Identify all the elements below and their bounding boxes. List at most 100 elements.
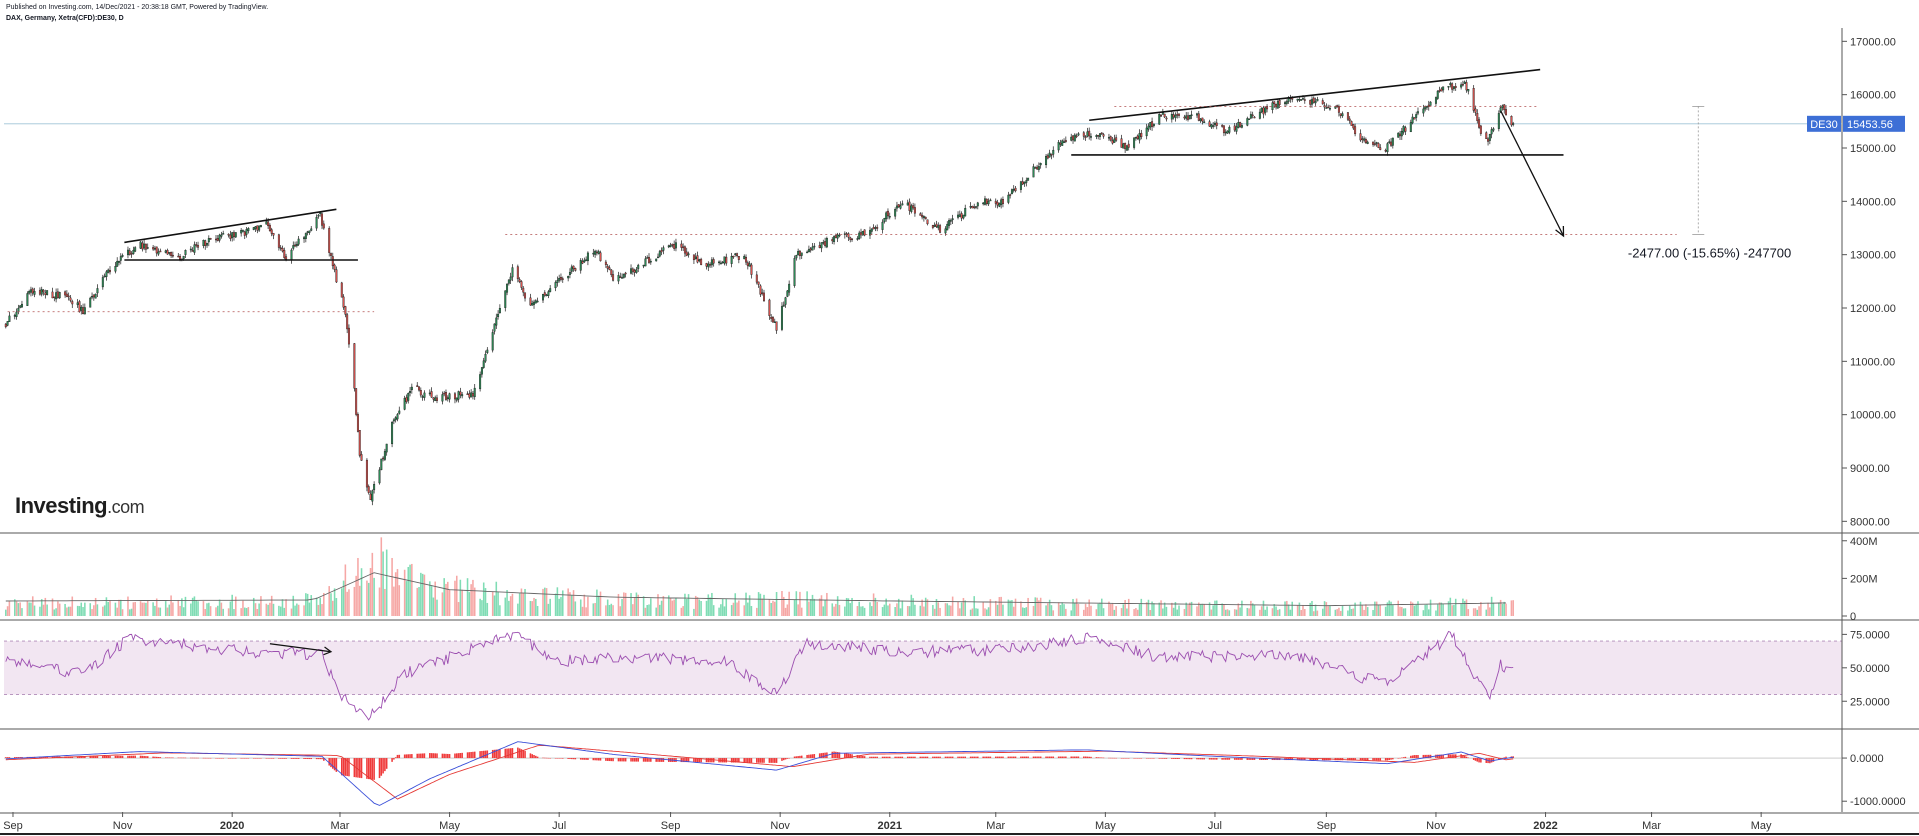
volume-bar-502 <box>1266 606 1268 616</box>
candle-body-347 <box>876 227 879 229</box>
volume-bar-105 <box>269 602 271 616</box>
macd-hist-bar-60 <box>155 756 158 759</box>
macd-hist-bar-586 <box>1478 758 1480 763</box>
candle-body-536 <box>1352 124 1355 129</box>
volume-bar-317 <box>800 607 803 616</box>
macd-hist-bar-336 <box>849 753 852 759</box>
candle-body-594 <box>1499 107 1502 113</box>
macd-hist-bar-384 <box>971 756 974 759</box>
macd-hist-bar-552 <box>1392 758 1394 760</box>
candle-body-587 <box>1479 125 1482 134</box>
candle-body-322 <box>813 245 816 248</box>
candle-body-87 <box>222 233 225 235</box>
volume-bar-515 <box>1300 610 1302 616</box>
candle-body-457 <box>1152 123 1155 127</box>
macd-hist-bar-235 <box>596 758 598 761</box>
volume-bar-121 <box>308 602 311 616</box>
candle-body-384 <box>971 205 974 209</box>
volume-bar-60 <box>155 598 158 616</box>
candle-body-406 <box>1025 180 1028 183</box>
macd-hist-bar-277 <box>700 758 702 763</box>
macd-hist-bar-58 <box>152 756 154 759</box>
macd-hist-bar-257 <box>650 758 652 762</box>
candle-body-105 <box>268 224 271 232</box>
candle-body-388 <box>982 202 985 205</box>
candle-body-547 <box>1379 147 1382 150</box>
candle-body-432 <box>1090 136 1092 138</box>
candle-body-352 <box>888 216 891 218</box>
volume-bar-74 <box>191 597 194 616</box>
macd-hist-bar-89 <box>229 758 232 759</box>
volume-bar-107 <box>272 603 275 616</box>
candle-body-463 <box>1170 113 1173 120</box>
candle-body-304 <box>770 316 773 319</box>
candle-body-28 <box>76 302 79 305</box>
macd-hist-bar-206 <box>522 750 525 759</box>
macd-hist-bar-52 <box>134 755 136 759</box>
macd-hist-bar-170 <box>432 753 435 759</box>
candle-body-166 <box>421 396 424 398</box>
macd-hist-bar-382 <box>964 756 967 759</box>
volume-bar-536 <box>1352 608 1355 616</box>
volume-bar-358 <box>906 605 909 616</box>
volume-bar-299 <box>757 592 760 616</box>
candle-body-412 <box>1039 163 1042 166</box>
candle-body-392 <box>989 199 992 202</box>
volume-bar-64 <box>166 607 169 616</box>
macd-hist-bar-115 <box>294 758 296 759</box>
macd-hist-bar-401 <box>1012 756 1015 759</box>
candle-body-135 <box>344 306 347 315</box>
macd-hist-bar-585 <box>1476 758 1479 762</box>
macd-hist-bar-96 <box>245 758 248 759</box>
candle-body-376 <box>949 220 952 222</box>
macd-hist-bar-179 <box>455 753 458 759</box>
volume-bar-189 <box>481 600 483 616</box>
volume-bar-270 <box>684 593 686 616</box>
candle-body-597 <box>1505 109 1508 116</box>
volume-bar-290 <box>734 593 737 616</box>
candle-body-46 <box>119 256 122 261</box>
candle-body-290 <box>734 253 737 255</box>
candle-body-567 <box>1429 101 1432 106</box>
macd-hist-bar-490 <box>1237 758 1240 760</box>
volume-bar-298 <box>756 607 758 616</box>
volume-bar-319 <box>808 601 810 616</box>
volume-bar-229 <box>581 606 584 616</box>
candle-body-301 <box>761 292 764 295</box>
macd-hist-bar-538 <box>1359 758 1362 761</box>
volume-bar-93 <box>240 608 242 616</box>
volume-bar-461 <box>1163 602 1166 616</box>
candle-body-91 <box>232 232 235 238</box>
volume-bar-253 <box>642 596 645 616</box>
candle-body-241 <box>610 269 613 276</box>
candle-body-456 <box>1151 121 1154 127</box>
volume-bar-403 <box>1020 601 1022 616</box>
volume-bar-159 <box>405 581 408 616</box>
volume-bar-273 <box>693 608 695 616</box>
macd-hist-bar-73 <box>190 757 192 759</box>
volume-bar-592 <box>1492 602 1495 616</box>
macd-hist-bar-535 <box>1350 758 1353 761</box>
candle-body-147 <box>373 484 376 491</box>
candle-body-489 <box>1235 126 1238 132</box>
candle-body-324 <box>820 242 823 249</box>
macd-hist-bar-200 <box>508 748 510 759</box>
candle-body-89 <box>229 234 232 239</box>
volume-bar-559 <box>1411 602 1414 616</box>
volume-bar-575 <box>1451 605 1453 616</box>
volume-bar-375 <box>948 605 950 616</box>
macd-hist-bar-95 <box>243 758 246 759</box>
volume-bar-357 <box>901 600 904 616</box>
volume-bar-21 <box>57 601 59 616</box>
macd-hist-bar-436 <box>1100 757 1103 759</box>
volume-bar-351 <box>887 605 889 616</box>
candle-body-441 <box>1113 138 1116 143</box>
candle-body-214 <box>543 292 546 296</box>
volume-bar-150 <box>382 551 384 616</box>
volume-bar-353 <box>894 607 896 616</box>
candle-body-122 <box>310 228 313 231</box>
macd-hist-bar-383 <box>969 756 972 759</box>
volume-bar-146 <box>371 552 374 616</box>
macd-hist-bar-573 <box>1447 754 1450 759</box>
